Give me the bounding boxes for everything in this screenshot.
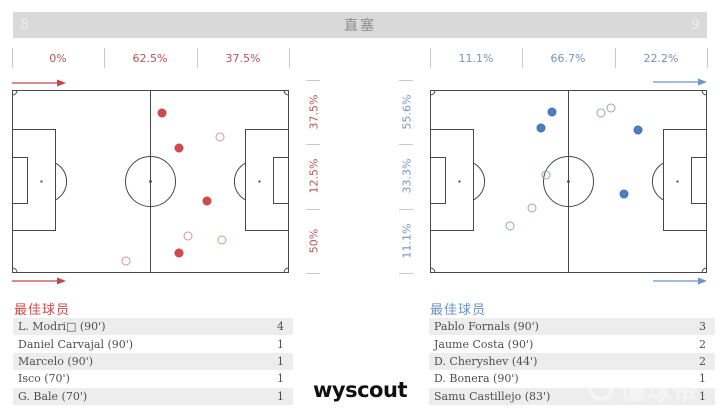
event-dot[interactable] (633, 125, 643, 135)
zone-tick (399, 80, 413, 81)
player-name: D. Bonera (90') (434, 372, 519, 386)
event-dot[interactable] (121, 256, 131, 266)
best-players-title-right: 最佳球员 (430, 303, 487, 318)
player-value: 2 (699, 354, 706, 368)
event-dot[interactable] (215, 132, 225, 142)
table-row[interactable]: L. Modri□ (90') 4 (13, 318, 293, 336)
next-page-number[interactable]: 9 (691, 17, 700, 33)
event-dot[interactable] (183, 231, 193, 241)
player-name: Pablo Fornals (90') (434, 320, 539, 334)
table-row[interactable]: Isco (70') 1 (13, 370, 293, 387)
zone-pct-label: 11.1% (400, 223, 414, 259)
zone-pct-label: 11.1% (458, 52, 494, 65)
zone-tick (707, 48, 708, 68)
event-dots-layer-right (430, 90, 707, 273)
prev-page-number[interactable]: 8 (20, 17, 29, 33)
player-name: Isco (70') (18, 372, 70, 386)
zone-tick (399, 144, 413, 145)
table-row[interactable]: G. Bale (70') 1 (13, 387, 293, 405)
zone-tick (306, 80, 320, 81)
player-value: 1 (277, 389, 284, 403)
zone-pct-label: 62.5% (132, 52, 168, 65)
zone-pct-label: 66.7% (550, 52, 586, 65)
best-players-title-left: 最佳球员 (14, 303, 71, 318)
table-row[interactable]: Pablo Fornals (90') 3 (429, 318, 715, 336)
player-value: 1 (277, 354, 284, 368)
event-dot[interactable] (536, 123, 546, 133)
wyscout-logo: wyscout (313, 378, 407, 402)
event-dot[interactable] (606, 103, 616, 113)
zone-pct-label: 33.3% (400, 158, 414, 194)
event-dot[interactable] (174, 248, 184, 258)
player-name: Daniel Carvajal (90') (18, 337, 134, 351)
player-name: L. Modri□ (90') (18, 320, 106, 334)
zone-pct-label: 0% (49, 52, 67, 65)
header-bar: 8 直塞 9 (13, 12, 707, 38)
best-players-table-left: L. Modri□ (90') 4 Daniel Carvajal (90') … (13, 318, 293, 405)
zone-pct-label: 55.6% (400, 94, 414, 130)
player-value: 1 (277, 372, 284, 386)
zone-tick (197, 48, 198, 68)
zone-tick (306, 273, 320, 274)
page-title: 直塞 (344, 18, 376, 34)
zone-tick (430, 48, 431, 68)
table-row[interactable]: D. Bonera (90') 1 (429, 370, 715, 387)
player-value: 4 (277, 320, 284, 334)
attack-direction-arrow-icon (653, 78, 707, 86)
player-name: G. Bale (70') (18, 389, 88, 403)
event-dot[interactable] (541, 170, 551, 180)
event-dot[interactable] (527, 203, 537, 213)
attack-direction-arrow-icon (12, 277, 66, 285)
event-dots-layer-left (12, 90, 289, 273)
player-value: 1 (277, 337, 284, 351)
zone-tick (306, 144, 320, 145)
player-value: 1 (699, 372, 706, 386)
soccer-pitch-svg (12, 90, 289, 273)
player-name: Marcelo (90') (18, 354, 93, 368)
event-dot[interactable] (202, 196, 212, 206)
table-row[interactable]: Marcelo (90') 1 (13, 352, 293, 371)
event-dot[interactable] (174, 143, 184, 153)
soccer-pitch-left (12, 90, 289, 273)
zone-tick (104, 48, 105, 68)
best-players-table-right: Pablo Fornals (90') 3 Jaume Costa (90') … (429, 318, 715, 405)
zone-tick (399, 209, 413, 210)
player-name: Jaume Costa (90') (434, 337, 534, 351)
zone-pct-label: 37.5% (307, 94, 321, 130)
soccer-pitch-right (430, 90, 707, 273)
player-name: Samu Castillejo (83') (434, 389, 551, 403)
event-dot[interactable] (547, 107, 557, 117)
table-row[interactable]: Jaume Costa (90') 2 (429, 335, 715, 352)
zone-pct-label: 12.5% (307, 158, 321, 194)
zone-pct-label: 50% (307, 228, 321, 254)
player-value: 1 (699, 389, 706, 403)
event-dot[interactable] (505, 221, 515, 231)
table-row[interactable]: Daniel Carvajal (90') 1 (13, 335, 293, 352)
player-value: 3 (699, 320, 706, 334)
event-dot[interactable] (217, 235, 227, 245)
zone-tick (522, 48, 523, 68)
event-dot[interactable] (596, 108, 606, 118)
zone-pct-label: 37.5% (225, 52, 261, 65)
player-name: D. Cheryshev (44') (434, 354, 538, 368)
zone-tick (615, 48, 616, 68)
event-dot[interactable] (157, 108, 167, 118)
zone-tick (399, 273, 413, 274)
table-row[interactable]: D. Cheryshev (44') 2 (429, 352, 715, 371)
attack-direction-arrow-icon (653, 277, 707, 285)
zone-tick (12, 48, 13, 68)
zone-tick (289, 48, 290, 68)
table-row[interactable]: Samu Castillejo (83') 1 (429, 387, 715, 405)
event-dot[interactable] (619, 189, 629, 199)
soccer-pitch-svg (430, 90, 707, 273)
player-value: 2 (699, 337, 706, 351)
attack-direction-arrow-icon (12, 79, 66, 87)
zone-tick (306, 209, 320, 210)
zone-pct-label: 22.2% (643, 52, 679, 65)
